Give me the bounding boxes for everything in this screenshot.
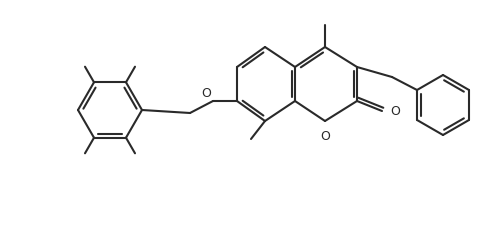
Text: O: O: [201, 87, 211, 99]
Text: O: O: [320, 129, 330, 142]
Text: O: O: [390, 105, 400, 118]
